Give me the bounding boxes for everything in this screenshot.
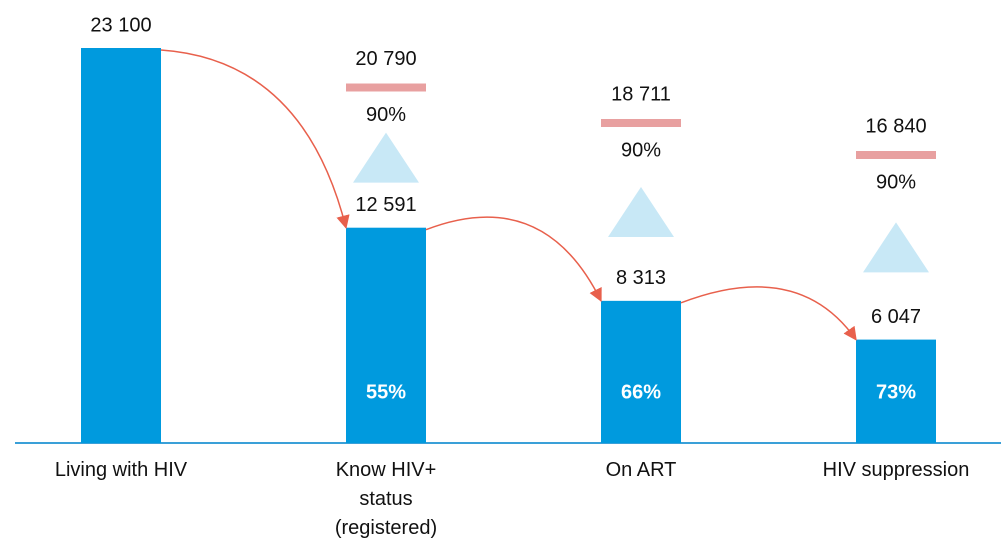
bar — [856, 339, 936, 443]
target-label: 20 790 — [355, 48, 416, 70]
x-tick-label: HIV suppression — [822, 459, 970, 481]
value-label: 23 100 — [90, 14, 151, 36]
x-tick-label: On ART — [605, 459, 677, 481]
flow-arrow — [680, 286, 857, 341]
conversion-rate: 66% — [621, 381, 661, 403]
x-tick-label: Know HIV+ status (registered) — [334, 459, 438, 539]
conversion-rate: 73% — [876, 381, 916, 403]
target-rate: 90% — [876, 171, 916, 193]
flow-arrow — [160, 49, 350, 230]
value-label: 8 313 — [616, 267, 666, 289]
bar — [346, 227, 426, 443]
value-label: 6 047 — [871, 306, 921, 328]
target-rate: 90% — [621, 139, 661, 161]
bar — [601, 300, 681, 443]
target-label: 18 711 — [611, 83, 671, 105]
value-label: 12 591 — [355, 194, 416, 216]
target-rate: 90% — [366, 104, 406, 126]
gap-triangle — [863, 222, 929, 273]
gap-triangle — [353, 132, 419, 183]
bar — [81, 48, 161, 443]
flow-arrow — [425, 216, 602, 303]
x-tick-label: Living with HIV — [54, 459, 188, 481]
gap-triangle — [608, 186, 674, 237]
conversion-rate: 55% — [366, 381, 406, 403]
target-label: 16 840 — [865, 115, 926, 137]
